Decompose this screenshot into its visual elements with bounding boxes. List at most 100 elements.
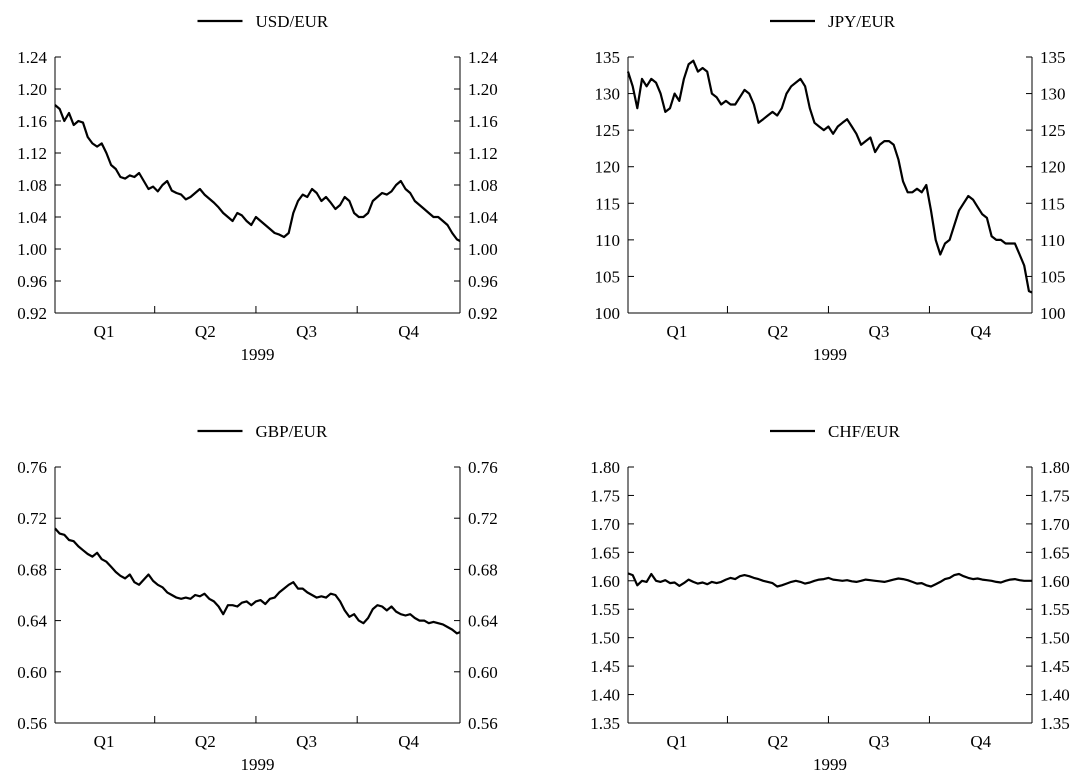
y-tick-label-right: 1.04 [468, 208, 498, 227]
x-tick-label: Q1 [94, 322, 115, 341]
y-tick-label-left: 135 [595, 48, 621, 67]
y-tick-label-left: 115 [595, 194, 620, 213]
y-tick-label-left: 1.50 [590, 629, 620, 648]
y-tick-label-right: 110 [1040, 231, 1065, 250]
y-tick-label-right: 0.72 [468, 509, 498, 528]
y-tick-label-left: 130 [595, 85, 621, 104]
y-tick-label-right: 1.35 [1040, 714, 1070, 733]
y-tick-label-left: 1.80 [590, 458, 620, 477]
y-tick-label-right: 1.08 [468, 176, 498, 195]
chart-usd-eur: USD/EUR 0.92 0.92 0.96 0.96 1.00 1.00 1.04 1.04 1… [0, 0, 542, 387]
y-tick-label-right: 125 [1040, 121, 1066, 140]
y-tick-label-right: 120 [1040, 158, 1066, 177]
chart-svg: JPY/EUR 100 100 105 105 110 110 115 115 120 120 125… [595, 12, 1066, 364]
y-tick-label-right: 105 [1040, 267, 1066, 286]
y-tick-label-left: 1.55 [590, 600, 620, 619]
x-axis-label: 1999 [813, 345, 847, 364]
x-axis-label: 1999 [241, 755, 275, 774]
y-tick-label-left: 0.60 [17, 663, 47, 682]
y-tick-label-right: 0.64 [468, 612, 498, 631]
y-tick-label-left: 1.04 [17, 208, 47, 227]
y-tick-label-right: 0.76 [468, 458, 498, 477]
y-tick-label-left: 1.08 [17, 176, 47, 195]
y-tick-label-left: 1.65 [590, 543, 620, 562]
y-tick-label-left: 110 [595, 231, 620, 250]
series-line-chf-eur [627, 572, 1032, 588]
y-tick-label-right: 0.68 [468, 560, 498, 579]
x-axis-label: 1999 [813, 755, 847, 774]
y-tick-label-left: 1.40 [590, 686, 620, 705]
y-tick-label-right: 0.56 [468, 714, 498, 733]
legend-label: CHF/EUR [828, 422, 900, 441]
y-tick-label-right: 1.55 [1040, 600, 1070, 619]
x-tick-label: Q1 [94, 732, 115, 751]
y-tick-label-right: 0.60 [468, 663, 498, 682]
x-tick-label: Q4 [398, 322, 419, 341]
y-tick-label-left: 1.70 [590, 515, 620, 534]
y-tick-label-right: 1.24 [468, 48, 498, 67]
y-tick-label-left: 1.75 [590, 486, 620, 505]
y-tick-label-right: 1.20 [468, 80, 498, 99]
x-tick-label: Q4 [970, 732, 991, 751]
legend-label: GBP/EUR [256, 422, 328, 441]
series-line-gbp-eur [54, 527, 461, 635]
y-tick-label-left: 1.24 [17, 48, 47, 67]
y-tick-label-left: 1.00 [17, 240, 47, 259]
y-tick-label-left: 125 [595, 121, 621, 140]
y-tick-label-left: 1.16 [17, 112, 47, 131]
x-tick-label: Q1 [667, 732, 688, 751]
x-tick-label: Q2 [195, 322, 216, 341]
y-tick-label-left: 0.68 [17, 560, 47, 579]
x-tick-label: Q3 [869, 732, 890, 751]
legend-label: USD/EUR [256, 12, 329, 31]
y-tick-label-left: 1.45 [590, 657, 620, 676]
y-tick-label-right: 1.65 [1040, 543, 1070, 562]
y-tick-label-left: 1.20 [17, 80, 47, 99]
y-tick-label-left: 0.92 [17, 304, 47, 323]
x-tick-label: Q2 [195, 732, 216, 751]
y-tick-label-right: 1.00 [468, 240, 498, 259]
y-tick-label-right: 1.75 [1040, 486, 1070, 505]
x-tick-label: Q3 [869, 322, 890, 341]
x-tick-label: Q2 [768, 732, 789, 751]
y-tick-label-right: 100 [1040, 304, 1066, 323]
y-tick-label-right: 0.96 [468, 272, 498, 291]
chart-svg: CHF/EUR 1.35 1.35 1.40 1.40 1.45 1.45 1.50 1.50 1… [590, 422, 1070, 774]
y-tick-label-left: 105 [595, 267, 621, 286]
y-tick-label-left: 0.64 [17, 612, 47, 631]
chart-svg: USD/EUR 0.92 0.92 0.96 0.96 1.00 1.00 1.04 1.04 1… [17, 12, 498, 364]
y-tick-label-right: 1.60 [1040, 572, 1070, 591]
y-tick-label-right: 115 [1040, 194, 1065, 213]
y-tick-label-right: 1.12 [468, 144, 498, 163]
x-axis-label: 1999 [241, 345, 275, 364]
x-tick-label: Q4 [398, 732, 419, 751]
y-tick-label-right: 1.70 [1040, 515, 1070, 534]
y-tick-label-right: 135 [1040, 48, 1066, 67]
x-tick-label: Q3 [296, 322, 317, 341]
y-tick-label-right: 0.92 [468, 304, 498, 323]
x-tick-label: Q1 [667, 322, 688, 341]
y-tick-label-right: 1.50 [1040, 629, 1070, 648]
y-tick-label-left: 1.35 [590, 714, 620, 733]
chart-jpy-eur: JPY/EUR 100 100 105 105 110 110 115 115 120 120 125… [542, 0, 1084, 387]
y-tick-label-left: 100 [595, 304, 621, 323]
y-tick-label-left: 0.72 [17, 509, 47, 528]
x-tick-label: Q3 [296, 732, 317, 751]
y-tick-label-left: 1.60 [590, 572, 620, 591]
y-tick-label-right: 1.80 [1040, 458, 1070, 477]
y-tick-label-right: 1.40 [1040, 686, 1070, 705]
legend-label: JPY/EUR [828, 12, 896, 31]
y-tick-label-right: 130 [1040, 85, 1066, 104]
chart-svg: GBP/EUR 0.56 0.56 0.60 0.60 0.64 0.64 0.68 0.68 0… [17, 422, 498, 774]
chart-gbp-eur: GBP/EUR 0.56 0.56 0.60 0.60 0.64 0.64 0.68 0.68 0… [0, 387, 542, 774]
series-line-usd-eur [54, 104, 461, 242]
y-tick-label-right: 1.16 [468, 112, 498, 131]
y-tick-label-right: 1.45 [1040, 657, 1070, 676]
x-tick-label: Q4 [970, 322, 991, 341]
y-tick-label-left: 0.56 [17, 714, 47, 733]
y-tick-label-left: 0.76 [17, 458, 47, 477]
x-tick-label: Q2 [768, 322, 789, 341]
y-tick-label-left: 1.12 [17, 144, 47, 163]
series-line-jpy-eur [626, 59, 1033, 294]
chart-chf-eur: CHF/EUR 1.35 1.35 1.40 1.40 1.45 1.45 1.50 1.50 1… [542, 387, 1084, 774]
